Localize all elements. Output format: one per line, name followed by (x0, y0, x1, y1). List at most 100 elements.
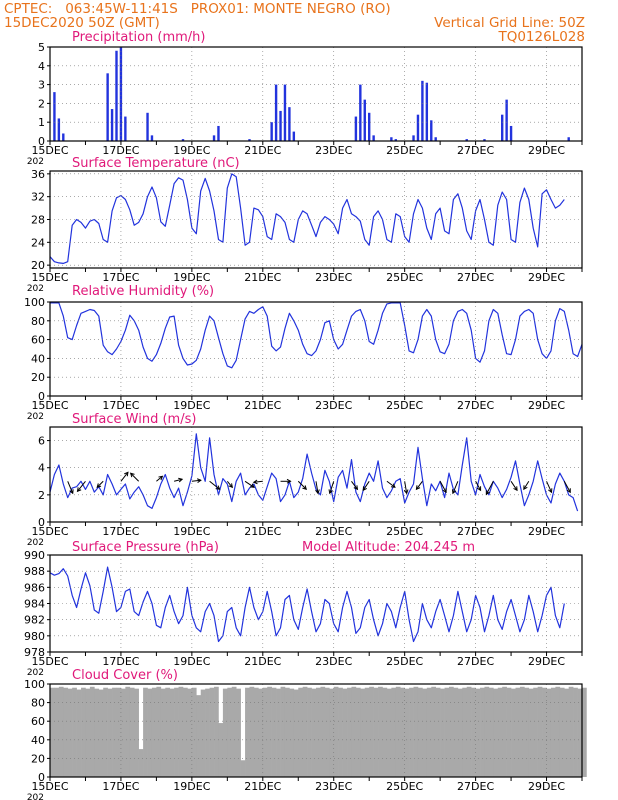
precipitation-ytick-label: 3 (38, 79, 45, 92)
wind-xtick-label: 21DEC (244, 525, 281, 538)
humidity-ytick-label: 0 (38, 390, 45, 403)
cloud-bar (147, 688, 153, 777)
precipitation-bar (270, 122, 273, 141)
cloud-bar (453, 687, 459, 777)
cloud-bar (58, 686, 64, 777)
cloud-bar (440, 688, 445, 777)
humidity-xtick-label: 15DEC (31, 399, 68, 412)
wind-vector (209, 480, 220, 490)
cloud-bar (413, 686, 419, 777)
wind-vector-head (158, 475, 164, 481)
cloud-bar (386, 688, 392, 777)
cloud-bar (347, 687, 352, 777)
cloud-bar (355, 687, 361, 777)
cloud-bar (116, 687, 122, 777)
cloud-bar (214, 686, 219, 777)
precipitation-bar (212, 135, 216, 141)
precipitation-bar (368, 112, 371, 141)
wind-frame (49, 426, 583, 523)
cloud-bar (338, 687, 343, 777)
humidity-xtick-label: 17DEC (102, 399, 139, 412)
cloud-bar (298, 687, 303, 777)
cloud-bar (134, 688, 139, 777)
cloud-bar (435, 687, 441, 777)
precipitation-bar (421, 80, 424, 141)
wind-ytick-label: 0 (38, 516, 45, 529)
precipitation-xtick-label: 29DEC (528, 144, 565, 157)
cloud-bar (245, 687, 250, 777)
cloud-bar (196, 695, 202, 777)
temperature-xtick-label: 23DEC (315, 271, 352, 284)
cloud-xtick-label: 19DEC (173, 780, 210, 793)
precipitation-bar (509, 125, 513, 141)
temperature-year-fragment: 202 (27, 284, 44, 294)
cloud-bar (422, 688, 428, 777)
cloud-bar (169, 688, 175, 777)
pressure-ytick-label: 986 (24, 581, 45, 594)
wind-xtick-label: 19DEC (173, 525, 210, 538)
cloud-bar (568, 686, 574, 777)
precipitation-xtick-label: 21DEC (244, 144, 281, 157)
wind-xtick-label: 15DEC (31, 525, 68, 538)
temperature-xtick-label: 19DEC (173, 271, 210, 284)
cloud-bar (187, 688, 193, 777)
precipitation-bar (283, 84, 287, 141)
cloud-bar (174, 687, 179, 777)
cloud-bar (582, 687, 587, 777)
cloud-bar (156, 686, 162, 777)
cloud-bar (426, 687, 432, 777)
cloud-bar (191, 687, 197, 777)
cloud-bar (511, 688, 516, 777)
wind-vector-head (415, 485, 421, 491)
cloud-bar (267, 686, 272, 777)
cloud-bar (129, 687, 135, 777)
wind-vector-head (476, 486, 482, 492)
cloud-xtick-label: 17DEC (102, 780, 139, 793)
cloud-bar (293, 689, 299, 777)
wind-vector (452, 481, 459, 494)
wind-vector (174, 478, 183, 482)
cloud-bar (564, 688, 569, 777)
precipitation-bar (416, 114, 420, 141)
humidity-ytick-label: 20 (31, 371, 45, 384)
wind-vector (563, 481, 571, 493)
cloud-bar (351, 686, 357, 777)
wind-vector (329, 481, 335, 494)
precipitation-bar (288, 107, 291, 141)
cloud-bar (165, 687, 170, 777)
humidity-xtick-label: 21DEC (244, 399, 281, 412)
precipitation-bar (359, 84, 362, 141)
precipitation-bar (465, 139, 468, 141)
cloud-bar (373, 687, 379, 777)
cloud-bar (462, 687, 468, 777)
wind-xtick-label: 27DEC (457, 525, 494, 538)
cloud-bar (409, 687, 414, 777)
header-date: 15DEC2020 50Z (GMT) (4, 15, 160, 31)
cloud-bar (72, 687, 77, 777)
temperature-line (49, 173, 565, 264)
humidity-xtick-label: 27DEC (457, 399, 494, 412)
wind-vector-head (96, 483, 102, 489)
wind-vector-head (353, 485, 359, 491)
wind-vector-head (390, 483, 396, 488)
cloud-bar (143, 687, 148, 777)
wind-vector (96, 480, 104, 488)
precipitation-bar (390, 137, 393, 141)
cloud-year-fragment: 202 (27, 793, 44, 800)
wind-vector-head (69, 489, 74, 495)
cloud-bar (488, 687, 494, 777)
wind-ytick-label: 2 (38, 489, 45, 502)
wind-vector-head (548, 488, 553, 494)
cloud-ytick-label: 60 (31, 715, 45, 728)
wind-xtick-label: 23DEC (315, 525, 352, 538)
wind-vector (546, 481, 552, 493)
cloud-bar (302, 686, 308, 777)
precipitation-bar (248, 139, 251, 141)
cloud-bar (546, 688, 552, 777)
cloud-bar (125, 686, 131, 777)
humidity-ytick-label: 60 (31, 334, 45, 347)
cloud-bar (271, 687, 277, 777)
precipitation-bar (279, 110, 282, 141)
precipitation-bar (181, 139, 185, 141)
